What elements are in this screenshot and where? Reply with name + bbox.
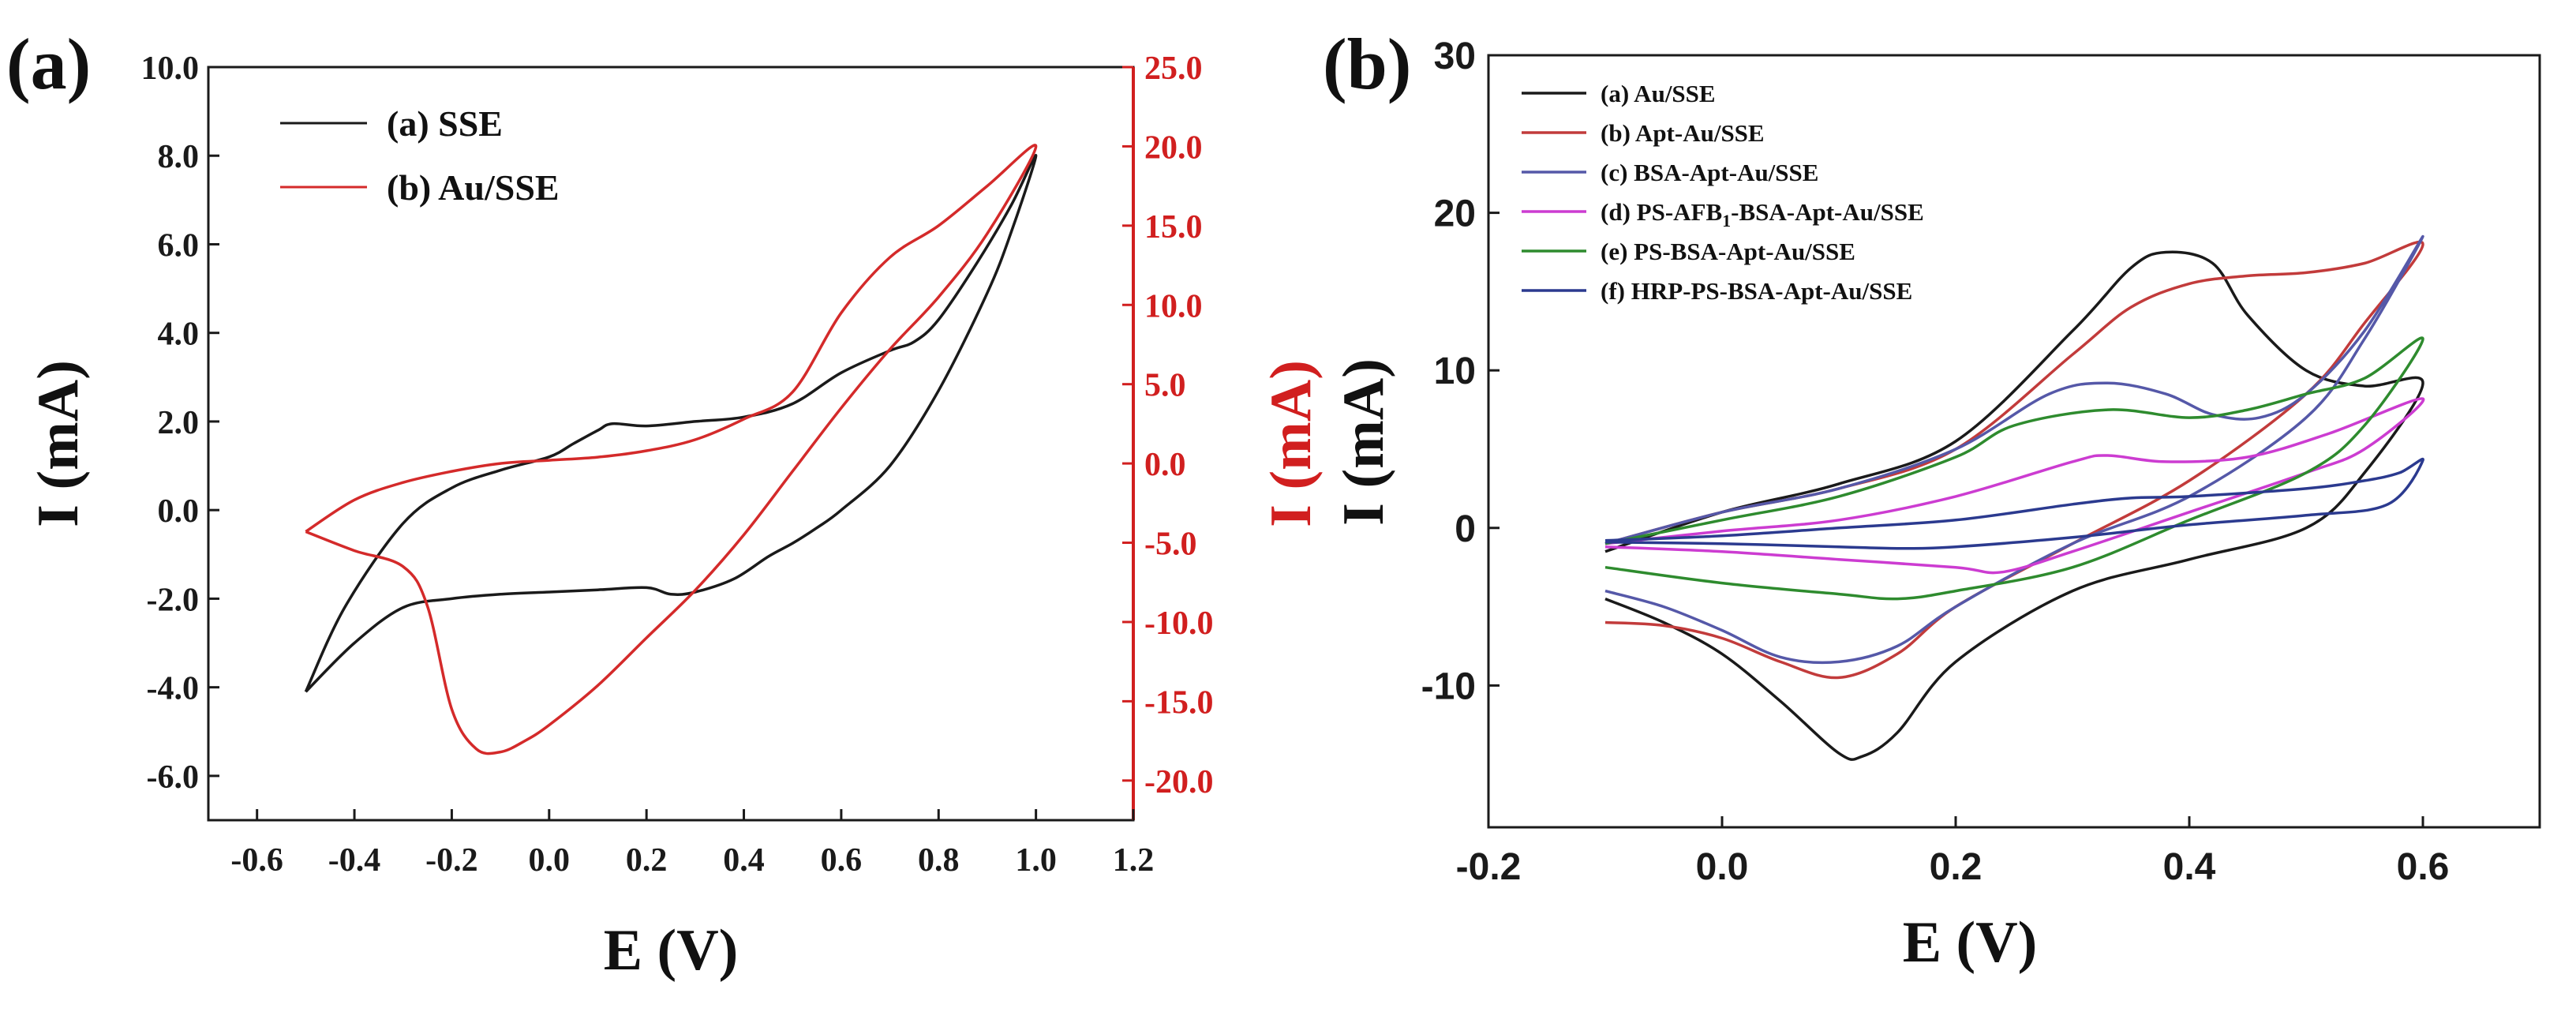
curves-a [304, 144, 1038, 755]
x-tick-label: -0.4 [328, 842, 381, 879]
y-tick-label: 20 [1434, 193, 1476, 235]
x-tick-label: 0.0 [1696, 846, 1749, 888]
legend-b-label-2: (c) BSA-Apt-Au/SSE [1601, 159, 1818, 186]
x-tick-label: -0.2 [1456, 846, 1522, 888]
x-ticks-a: -0.6 -0.4 -0.2 0.0 0.2 0.4 0.6 0.8 1.0 1.2 [230, 809, 1154, 879]
panel-b: (b) -0.2 0.0 0.2 0.4 0.6 -10 0 10 20 30 E (V) I … [1323, 24, 2541, 975]
legend-a: (a) SSE (b) Au/SSE [280, 103, 560, 208]
legend-b-label-0: (a) Au/SSE [1601, 80, 1716, 107]
series-line-b-5 [1604, 457, 2424, 550]
x-tick-label: -0.6 [230, 842, 283, 879]
x-tick-label: 1.2 [1113, 842, 1155, 879]
y-ticks-b: -10 0 10 20 30 [1421, 36, 1500, 707]
y-tick-label: 8.0 [158, 139, 200, 175]
x-tick-label: 0.0 [529, 842, 571, 879]
panel-a: (a) -0.6 -0.4 -0.2 0.0 0.2 0.4 0.6 0.8 1.0 1.2 -6… [6, 24, 1324, 983]
x-tick-label: 1.0 [1015, 842, 1057, 879]
series-line-b-0 [1604, 250, 2424, 761]
y2-tick-label: 15.0 [1144, 209, 1203, 246]
y-tick-label: 0.0 [158, 493, 200, 530]
series-line-a-1 [305, 144, 1038, 755]
y2-tick-label: -10.0 [1144, 605, 1214, 642]
x-tick-label: 0.8 [918, 842, 960, 879]
legend-b-label-1: (b) Apt-Au/SSE [1601, 119, 1765, 147]
x-axis-title-b: E (V) [1903, 910, 2038, 975]
x-tick-label: 0.6 [2397, 846, 2450, 888]
series-line-a-0 [304, 154, 1038, 693]
legend-a-label-1: (b) Au/SSE [387, 167, 560, 208]
series-line-b-3 [1604, 397, 2425, 575]
y2-tick-label: 0.0 [1144, 447, 1186, 483]
y-ticks-a: -6.0 -4.0 -2.0 0.0 2.0 4.0 6.0 8.0 10.0 [141, 51, 219, 796]
x-tick-label: 0.2 [1930, 846, 1983, 888]
y2-tick-label: 20.0 [1144, 129, 1203, 166]
y-tick-label: 10.0 [141, 51, 200, 87]
y-tick-label: -6.0 [147, 759, 200, 796]
y2-tick-label: 5.0 [1144, 368, 1186, 404]
y-tick-label: 2.0 [158, 405, 200, 441]
y2-tick-label: 25.0 [1144, 51, 1203, 87]
legend-b-label-part: -BSA-Apt-Au/SSE [1731, 198, 1924, 226]
y-tick-label: -4.0 [147, 671, 200, 707]
legend-b-label-part: (d) PS-AFB [1601, 198, 1722, 226]
y2-tick-label: -20.0 [1144, 764, 1214, 800]
y-tick-label: 0 [1455, 508, 1476, 550]
y-tick-label: 10 [1434, 350, 1476, 392]
y-axis-title-a: I (mA) [26, 360, 91, 527]
legend-b-label-5: (f) HRP-PS-BSA-Apt-Au/SSE [1601, 277, 1912, 305]
x-tick-label: 0.4 [723, 842, 765, 879]
x-tick-label: 0.4 [2163, 846, 2216, 888]
y2-tick-label: 10.0 [1144, 288, 1203, 324]
y2-tick-label: -5.0 [1144, 527, 1197, 563]
plot-frame-b [1487, 54, 2541, 829]
y2-ticks-a: -20.0 -15.0 -10.0 -5.0 0.0 5.0 10.0 15.0 20.0 25.… [1122, 51, 1214, 800]
legend-b: (a) Au/SSE (b) Apt-Au/SSE (c) BSA-Apt-Au/S… [1522, 80, 1924, 305]
y-tick-label: -2.0 [147, 582, 200, 618]
x-axis-title-a: E (V) [604, 918, 739, 983]
x-ticks-b: -0.2 0.0 0.2 0.4 0.6 [1456, 816, 2450, 888]
x-tick-label: -0.2 [425, 842, 478, 879]
legend-b-label-3: (d) PS-AFB1-BSA-Apt-Au/SSE [1601, 198, 1924, 231]
y2-axis-title-a: I (mA) [1259, 360, 1324, 527]
x-tick-label: 0.6 [821, 842, 863, 879]
x-tick-label: 0.2 [626, 842, 668, 879]
y-tick-label: 4.0 [158, 317, 200, 353]
y-axis-title-b: I (mA) [1331, 358, 1396, 526]
curves-b [1604, 234, 2425, 761]
legend-b-label-subscript: 1 [1722, 211, 1731, 231]
panel-a-label: (a) [6, 24, 91, 104]
series-line-b-2 [1604, 234, 2424, 665]
y-tick-label: -10 [1421, 665, 1476, 707]
y2-tick-label: -15.0 [1144, 684, 1214, 721]
legend-a-label-0: (a) SSE [387, 103, 503, 144]
y-tick-label: 6.0 [158, 227, 200, 264]
panel-b-label: (b) [1323, 24, 1411, 104]
legend-b-label-4: (e) PS-BSA-Apt-Au/SSE [1601, 238, 1855, 265]
series-line-b-4 [1604, 336, 2424, 601]
y-tick-label: 30 [1434, 36, 1476, 77]
